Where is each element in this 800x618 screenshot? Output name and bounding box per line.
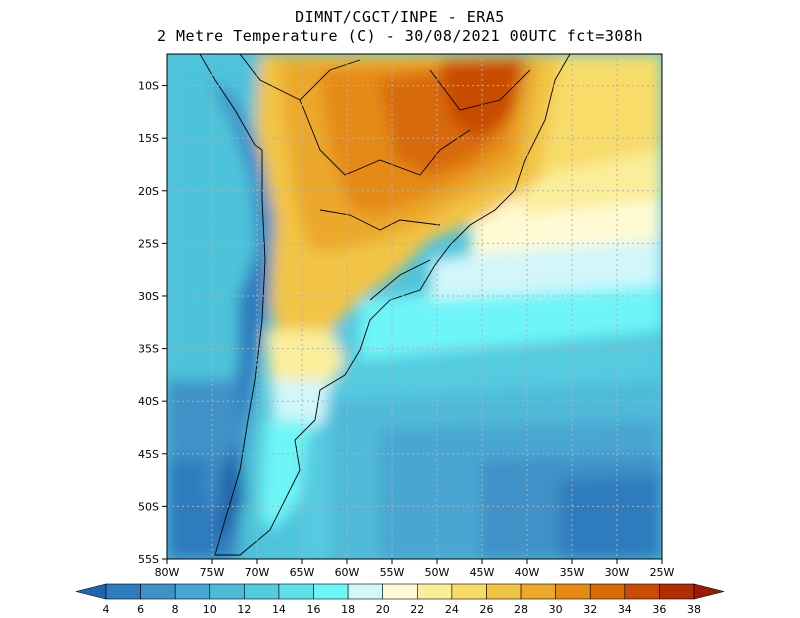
colorbar-bin (451, 583, 487, 600)
colorbar-label: 24 (445, 603, 459, 616)
colorbar-label: 16 (307, 603, 321, 616)
colorbar-bin (347, 583, 384, 600)
colorbar-label: 26 (479, 603, 493, 616)
colorbar-label: 22 (410, 603, 424, 616)
colorbar-bin (659, 583, 695, 600)
title-line-2: 2 Metre Temperature (C) - 30/08/2021 00U… (156, 27, 644, 45)
colorbar-label: 30 (549, 603, 563, 616)
colorbar-bin (486, 583, 522, 600)
lon-tick-label: 55W (380, 566, 405, 579)
colorbar-arrow-low (75, 583, 107, 600)
colorbar-bin (244, 583, 280, 600)
colorbar-bin (105, 583, 141, 600)
colorbar-bin (313, 583, 349, 600)
colorbar-bin (520, 583, 556, 600)
bolivia-brazil-border (299, 99, 471, 176)
colorbar-bin (140, 583, 176, 600)
east-coastline (214, 54, 571, 556)
colorbar-bin (278, 583, 314, 600)
colorbar-label: 20 (376, 603, 390, 616)
lat-tick-label: 50S (138, 500, 159, 513)
colorbar-label: 28 (514, 603, 528, 616)
lat-tick-label: 40S (138, 395, 159, 408)
lat-tick-label: 35S (138, 343, 159, 356)
colorbar: 4 6 8 10 12 14 16 18 20 22 24 26 28 30 32 34 36 38 (75, 583, 725, 616)
lon-tick-label: 70W (245, 566, 270, 579)
lon-tick-label: 75W (200, 566, 225, 579)
colorbar-bin (382, 583, 418, 600)
lon-tick-label: 65W (290, 566, 315, 579)
map-frame (166, 53, 663, 560)
lon-tick-label: 25W (650, 566, 675, 579)
colorbar-arrow-high (693, 583, 725, 600)
lon-tick-label: 60W (335, 566, 360, 579)
lat-tick-label: 10S (138, 80, 159, 93)
colorbar-label: 34 (618, 603, 632, 616)
paraguay-border (319, 209, 441, 231)
lon-tick-label: 40W (515, 566, 540, 579)
west-coastline-north (199, 54, 263, 151)
colorbar-label: 12 (237, 603, 251, 616)
colorbar-bin (589, 583, 626, 600)
lat-tick-label: 45S (138, 448, 159, 461)
lon-tick-label: 30W (605, 566, 630, 579)
lon-axis: 80W 75W 70W 65W 60W 55W 50W 45W 40W 35W 30W 25W (155, 559, 675, 579)
colorbar-bin (209, 583, 245, 600)
lon-tick-label: 50W (425, 566, 450, 579)
brazil-state-border (429, 69, 531, 111)
lat-tick-label: 25S (138, 237, 159, 250)
colorbar-label: 36 (652, 603, 666, 616)
colorbar-label: 6 (137, 603, 144, 616)
colorbar-bin (555, 583, 591, 600)
colorbar-label: 10 (203, 603, 217, 616)
lon-tick-label: 35W (560, 566, 585, 579)
gridlines (167, 54, 662, 559)
colorbar-label: 32 (583, 603, 597, 616)
colorbar-label: 18 (341, 603, 355, 616)
colorbar-label: 38 (687, 603, 701, 616)
lat-tick-label: 15S (138, 132, 159, 145)
colorbar-label: 14 (272, 603, 286, 616)
colorbar-label: 4 (103, 603, 110, 616)
lat-tick-label: 55S (138, 553, 159, 566)
colorbar-bin (624, 583, 660, 600)
lat-tick-label: 20S (138, 185, 159, 198)
lon-tick-label: 80W (155, 566, 180, 579)
coastlines (199, 54, 571, 556)
colorbar-label: 8 (172, 603, 179, 616)
lat-tick-label: 30S (138, 290, 159, 303)
lat-axis: 10S 15S 20S 25S 30S 35S 40S 45S 50S 55S (138, 80, 167, 566)
lon-tick-label: 45W (470, 566, 495, 579)
temperature-field (167, 54, 662, 559)
colorbar-bin (416, 583, 453, 600)
colorbar-bin (174, 583, 211, 600)
uruguay-border (369, 259, 431, 301)
title-line-1: DIMNT/CGCT/INPE - ERA5 (295, 8, 505, 26)
